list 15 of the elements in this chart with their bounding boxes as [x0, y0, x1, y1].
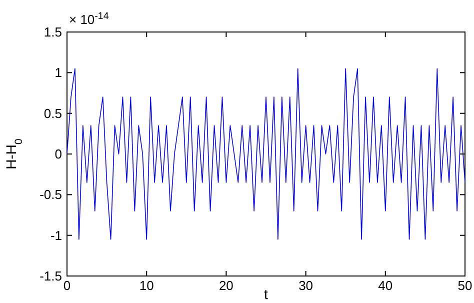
x-tick-label: 50 [458, 278, 472, 293]
x-tick-label: 40 [378, 278, 393, 293]
y-tick-label: -0.5 [40, 187, 62, 202]
y-tick-label: 1 [54, 65, 62, 80]
x-axis-title: t [264, 286, 268, 302]
y-tick-label: -1 [50, 228, 62, 243]
y-tick-label: 1.5 [44, 24, 62, 40]
y-tick-label: 0.5 [44, 106, 62, 121]
x-tick-label: 20 [218, 278, 234, 293]
y-tick-label: 0 [54, 146, 62, 162]
x-tick-label: 10 [139, 278, 154, 293]
x-tick-label: 30 [298, 278, 314, 293]
text: × 10$^{-14}$ [69, 10, 110, 27]
y-tick-label: -1.5 [40, 268, 62, 284]
line-series [66, 68, 466, 240]
